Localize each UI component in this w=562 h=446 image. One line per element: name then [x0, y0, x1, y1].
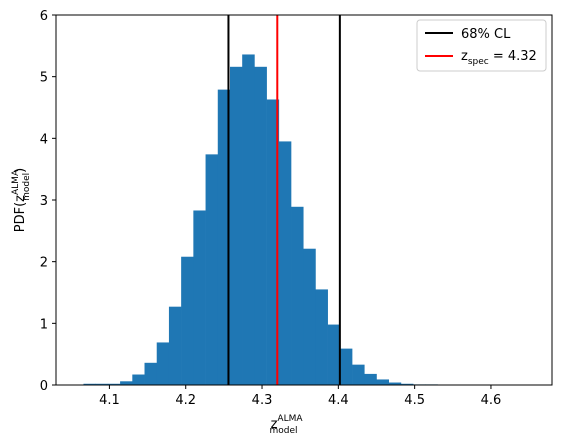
histogram-bar: [376, 379, 390, 385]
histogram-bar: [83, 383, 96, 385]
x-axis-ticks: 4.1 4.2 4.3 4.4 4.5 4.6: [99, 385, 501, 408]
histogram-bar: [168, 306, 182, 385]
x-tick-label: 4.2: [175, 393, 196, 408]
histogram-bar: [120, 381, 133, 385]
y-tick-label: 2: [40, 256, 48, 271]
histogram-bar: [364, 373, 377, 385]
histogram-bar: [327, 324, 341, 385]
histogram-bar: [400, 383, 414, 385]
x-tick-label: 4.3: [252, 393, 273, 408]
histogram-bar: [315, 289, 328, 385]
histogram-bar: [107, 383, 121, 385]
x-tick-label: 4.1: [99, 393, 120, 408]
y-axis-title: PDF(zALMAmodel): [11, 168, 32, 232]
histogram-bar: [144, 362, 158, 385]
histogram-bar: [242, 54, 255, 385]
histogram-bars: [83, 54, 438, 386]
histogram-bar: [266, 99, 280, 385]
histogram-bar: [388, 382, 402, 385]
histogram-bar: [352, 364, 365, 385]
histogram-bar: [339, 348, 353, 385]
histogram-bar: [95, 383, 109, 385]
reference-lines: [227, 15, 341, 385]
histogram-bar: [278, 141, 292, 385]
histogram-bar: [132, 374, 145, 385]
y-tick-label: 3: [40, 194, 48, 209]
histogram-bar: [205, 154, 219, 385]
histogram-bar: [229, 66, 243, 386]
y-tick-label: 6: [40, 9, 48, 24]
histogram-bar: [291, 206, 304, 385]
legend-label-spec: zspec = 4.32: [461, 49, 537, 67]
x-tick-label: 4.5: [404, 393, 425, 408]
y-tick-label: 0: [40, 379, 48, 394]
legend: 68% CL zspec = 4.32: [416, 19, 547, 72]
histogram-bar: [156, 342, 170, 385]
y-tick-label: 1: [40, 317, 48, 332]
legend-label-cl: 68% CL: [461, 27, 511, 42]
histogram-bar: [217, 89, 231, 385]
y-axis-ticks: 0 1 2 3 4 5 6: [40, 9, 56, 394]
histogram-bar: [254, 66, 267, 386]
y-tick-label: 4: [40, 132, 48, 147]
x-axis-title: zALMA model: [270, 414, 304, 436]
histogram-bar: [303, 248, 316, 385]
x-tick-label: 4.6: [481, 393, 502, 408]
x-tick-label: 4.4: [328, 393, 349, 408]
histogram-bar: [193, 210, 206, 385]
histogram-bar: [181, 256, 194, 385]
y-tick-label: 5: [40, 71, 48, 86]
